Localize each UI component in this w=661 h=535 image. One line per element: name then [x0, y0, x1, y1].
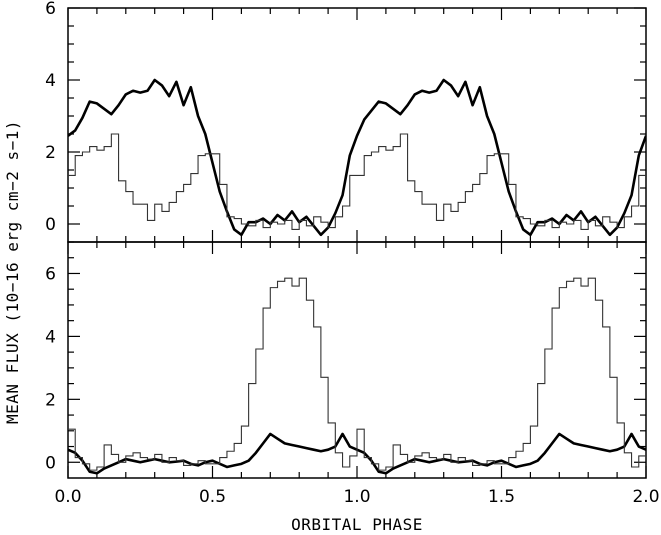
- y-tick-label: 4: [45, 327, 56, 347]
- top-smooth-series: [68, 78, 646, 237]
- y-axis-title: MEAN FLUX (10−16 erg cm−2 s−1): [3, 120, 22, 424]
- y-tick-label: 2: [45, 143, 56, 163]
- x-axis-title: ORBITAL PHASE: [291, 515, 423, 534]
- x-tick-label: 2.0: [632, 487, 659, 507]
- y-tick-label: 6: [45, 264, 56, 284]
- top-histogram-series: [68, 133, 646, 230]
- y-tick-label: 6: [45, 0, 56, 19]
- x-tick-label: 0.5: [199, 487, 226, 507]
- bottom-panel: 0 2 4 6 0.0 0.5 1.0 1.5 2.0: [45, 241, 660, 507]
- y-tick-label: 4: [45, 71, 56, 91]
- x-tick-label: 1.5: [488, 487, 515, 507]
- top-panel: 0 2 4 6: [45, 0, 647, 243]
- x-tick-label: 1.0: [343, 487, 370, 507]
- y-tick-label: 0: [45, 453, 56, 473]
- bottom-histogram-series: [68, 277, 646, 471]
- x-tick-label: 0.0: [54, 487, 81, 507]
- y-tick-label: 0: [45, 215, 56, 235]
- y-tick-label: 2: [45, 390, 56, 410]
